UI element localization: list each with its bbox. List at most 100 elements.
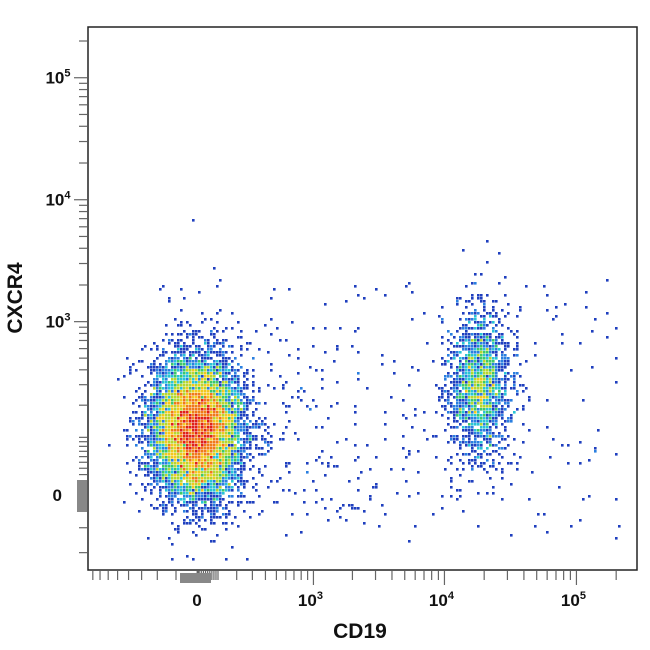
event-density-bin [456, 414, 459, 417]
event-density-bin [468, 399, 471, 402]
event-density-bin [174, 411, 177, 414]
event-density-bin [462, 375, 465, 378]
event-density-bin [186, 357, 189, 360]
event-density-bin [408, 282, 411, 285]
event-density-bin [483, 405, 486, 408]
event-density-bin [198, 432, 201, 435]
event-density-bin [186, 456, 189, 459]
event-density-bin [459, 405, 462, 408]
event-density-bin [162, 477, 165, 480]
event-density-bin [201, 459, 204, 462]
event-density-bin [207, 438, 210, 441]
event-density-bin [165, 435, 168, 438]
event-density-bin [216, 483, 219, 486]
event-density-bin [174, 318, 177, 321]
event-density-bin [240, 408, 243, 411]
event-density-bin [153, 468, 156, 471]
event-density-bin [327, 465, 330, 468]
event-density-bin [459, 366, 462, 369]
event-density-bin [546, 399, 549, 402]
event-density-bin [492, 396, 495, 399]
event-density-bin [468, 417, 471, 420]
event-density-bin [459, 444, 462, 447]
event-density-bin [216, 417, 219, 420]
event-density-bin [465, 354, 468, 357]
event-density-bin [465, 327, 468, 330]
event-density-bin [165, 495, 168, 498]
event-density-bin [321, 498, 324, 501]
event-density-bin [156, 420, 159, 423]
event-density-bin [150, 399, 153, 402]
event-density-bin [456, 351, 459, 354]
event-density-bin [513, 372, 516, 375]
event-density-bin [186, 366, 189, 369]
event-density-bin [213, 426, 216, 429]
event-density-bin [192, 486, 195, 489]
event-density-bin [198, 498, 201, 501]
event-density-bin [243, 486, 246, 489]
event-density-bin [456, 354, 459, 357]
event-density-bin [225, 558, 228, 561]
event-density-bin [159, 363, 162, 366]
event-density-bin [477, 525, 480, 528]
event-density-bin [507, 327, 510, 330]
event-density-bin [135, 390, 138, 393]
event-density-bin [297, 390, 300, 393]
event-density-bin [159, 354, 162, 357]
event-density-bin [324, 507, 327, 510]
event-density-bin [474, 351, 477, 354]
event-density-bin [228, 363, 231, 366]
event-density-bin [477, 369, 480, 372]
event-density-bin [213, 366, 216, 369]
event-density-bin [174, 396, 177, 399]
event-density-bin [453, 372, 456, 375]
event-density-bin [444, 399, 447, 402]
event-density-bin [159, 372, 162, 375]
event-density-bin [162, 387, 165, 390]
event-density-bin [516, 390, 519, 393]
event-density-bin [471, 303, 474, 306]
event-density-bin [393, 360, 396, 363]
event-density-bin [255, 444, 258, 447]
event-density-bin [195, 411, 198, 414]
event-density-bin [210, 468, 213, 471]
event-density-bin [363, 522, 366, 525]
event-density-bin [141, 348, 144, 351]
event-density-bin [204, 435, 207, 438]
event-density-bin [123, 429, 126, 432]
event-density-bin [135, 411, 138, 414]
event-density-bin [444, 405, 447, 408]
event-density-bin [504, 384, 507, 387]
event-density-bin [222, 345, 225, 348]
event-density-bin [432, 513, 435, 516]
event-density-bin [153, 462, 156, 465]
event-density-bin [201, 495, 204, 498]
event-density-bin [150, 408, 153, 411]
event-density-bin [321, 462, 324, 465]
event-density-bin [225, 372, 228, 375]
event-density-bin [177, 378, 180, 381]
event-density-bin [186, 378, 189, 381]
event-density-bin [522, 390, 525, 393]
event-density-bin [234, 468, 237, 471]
event-density-bin [435, 384, 438, 387]
event-density-bin [168, 468, 171, 471]
event-density-bin [498, 336, 501, 339]
event-density-bin [174, 444, 177, 447]
event-density-bin [159, 390, 162, 393]
event-density-bin [153, 369, 156, 372]
event-density-bin [465, 390, 468, 393]
event-density-bin [477, 312, 480, 315]
event-density-bin [207, 450, 210, 453]
event-density-bin [219, 342, 222, 345]
event-density-bin [207, 402, 210, 405]
event-density-bin [210, 411, 213, 414]
event-density-bin [213, 453, 216, 456]
event-density-bin [174, 459, 177, 462]
event-density-bin [153, 486, 156, 489]
event-density-bin [447, 399, 450, 402]
event-density-bin [222, 483, 225, 486]
event-density-bin [210, 372, 213, 375]
event-density-bin [153, 429, 156, 432]
event-density-bin [243, 429, 246, 432]
